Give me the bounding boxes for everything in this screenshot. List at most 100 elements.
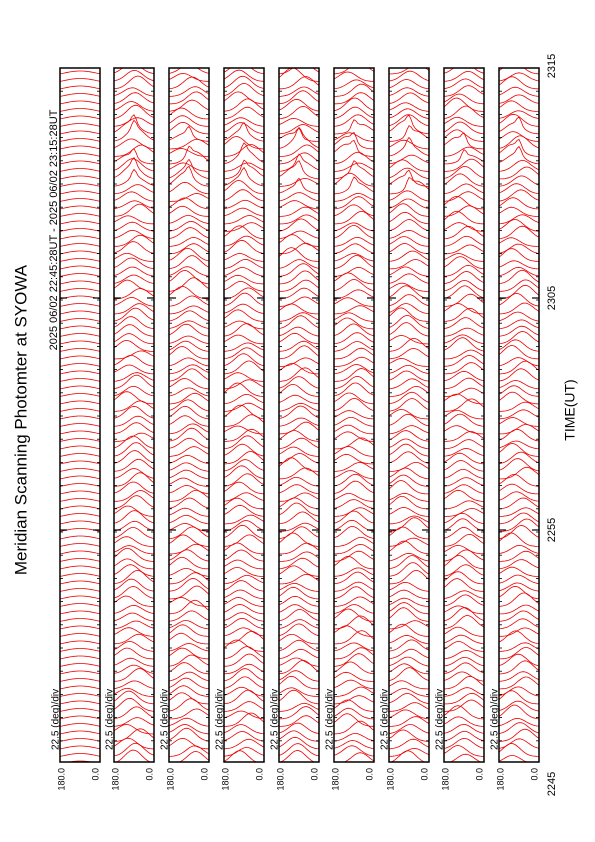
- trace: [334, 317, 374, 330]
- trace: [334, 236, 374, 247]
- trace: [224, 382, 264, 397]
- trace: [60, 363, 100, 367]
- trace: [279, 675, 319, 690]
- trace: [389, 167, 429, 179]
- trace: [389, 48, 429, 59]
- trace: [499, 592, 539, 607]
- trace: [279, 702, 319, 712]
- trace: [169, 357, 209, 367]
- trace: [169, 181, 209, 195]
- trace: [444, 121, 484, 135]
- trace: [499, 686, 539, 697]
- trace: [499, 302, 539, 315]
- trace: [224, 589, 264, 600]
- trace: [169, 624, 209, 637]
- trace: [389, 190, 429, 202]
- trace: [60, 408, 100, 412]
- scale-label: 22.5 (deg)/div: [325, 689, 336, 750]
- trace: [389, 236, 429, 247]
- trace: [60, 580, 100, 585]
- trace: [389, 474, 429, 487]
- trace: [499, 417, 539, 427]
- trace: [60, 130, 100, 135]
- trace: [169, 346, 209, 360]
- trace: [334, 51, 374, 59]
- trace: [279, 532, 319, 547]
- panels: 22.5 (deg)/div 180.0 0.0 22.5 (deg)/div 180.…: [51, 48, 540, 791]
- trace: [169, 724, 209, 735]
- range-bottom: 0.0: [364, 768, 374, 781]
- trace: [444, 500, 484, 510]
- trace: [499, 266, 539, 277]
- trace: [60, 610, 100, 615]
- trace: [334, 519, 374, 532]
- trace: [444, 662, 484, 674]
- trace: [389, 159, 429, 172]
- trace: [60, 198, 100, 202]
- trace: [389, 702, 429, 712]
- range-bottom: 0.0: [419, 768, 429, 781]
- trace: [279, 502, 319, 517]
- trace: [389, 552, 429, 562]
- panel: 22.5 (deg)/div 180.0 0.0: [270, 67, 320, 791]
- trace: [334, 550, 374, 562]
- trace: [499, 653, 539, 667]
- trace: [224, 136, 264, 150]
- trace: [444, 253, 484, 262]
- trace: [499, 618, 539, 630]
- trace: [114, 234, 154, 247]
- trace: [279, 604, 319, 615]
- trace: [279, 619, 319, 629]
- trace: [334, 392, 374, 405]
- trace: [389, 729, 429, 742]
- trace: [444, 129, 484, 142]
- trace: [114, 203, 154, 217]
- trace: [389, 68, 429, 75]
- panel-frame: [168, 67, 210, 763]
- trace: [334, 446, 374, 457]
- traces: [114, 68, 154, 762]
- trace: [334, 713, 374, 727]
- trace: [224, 215, 264, 225]
- trace: [499, 424, 539, 435]
- trace: [444, 699, 484, 712]
- trace: [169, 310, 209, 322]
- trace: [169, 125, 209, 142]
- trace: [60, 670, 100, 675]
- trace: [60, 483, 100, 487]
- trace: [334, 347, 374, 360]
- trace: [499, 339, 539, 352]
- trace: [279, 214, 319, 225]
- trace: [60, 490, 100, 495]
- trace: [224, 235, 264, 247]
- trace: [114, 168, 154, 187]
- trace: [224, 425, 264, 435]
- trace: [499, 671, 539, 682]
- trace: [499, 166, 539, 180]
- trace: [114, 668, 154, 682]
- trace: [169, 91, 209, 105]
- trace: [389, 114, 429, 135]
- range-top: 180.0: [330, 768, 340, 791]
- trace: [60, 370, 100, 375]
- trace: [224, 323, 264, 337]
- trace: [60, 265, 100, 270]
- trace: [60, 213, 100, 217]
- trace: [60, 693, 100, 697]
- trace: [114, 647, 154, 660]
- panel-frame: [388, 67, 430, 763]
- trace: [389, 663, 429, 675]
- trace: [224, 393, 264, 405]
- trace: [224, 459, 264, 472]
- trace: [444, 634, 484, 645]
- trace: [279, 497, 319, 510]
- trace: [444, 307, 484, 322]
- trace: [279, 476, 319, 487]
- trace: [499, 391, 539, 405]
- trace: [334, 581, 374, 592]
- trace: [114, 490, 154, 502]
- trace: [444, 526, 484, 539]
- trace: [499, 345, 539, 360]
- trace: [60, 655, 100, 660]
- trace: [60, 445, 100, 450]
